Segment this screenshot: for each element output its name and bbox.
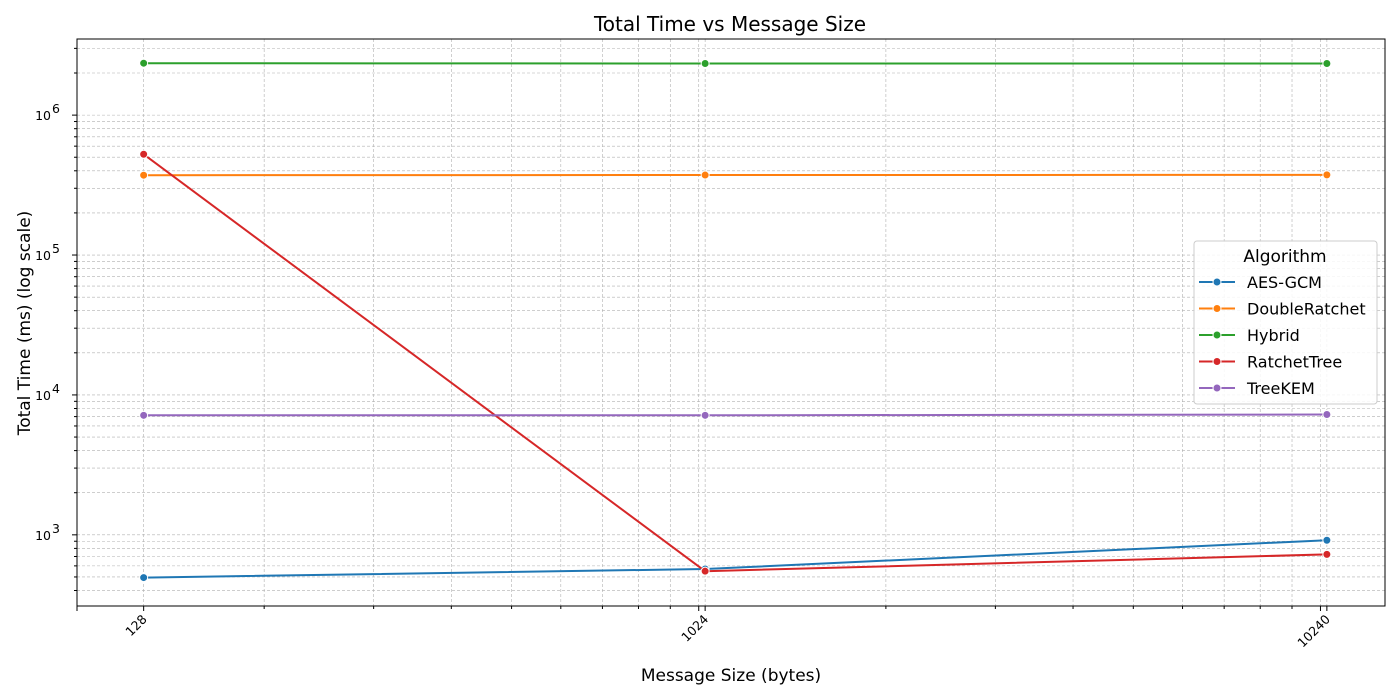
chart-title: Total Time vs Message Size [593,12,866,36]
legend-label: RatchetTree [1247,353,1342,372]
y-tick-label: 10 [35,248,51,263]
y-tick-label: 10 [35,108,51,123]
data-point-doubleratchet [1322,170,1332,180]
data-point-doubleratchet [139,170,149,180]
legend-marker [1212,304,1222,313]
y-axis-label: Total Time (ms) (log scale) [15,211,35,437]
grid [76,39,1385,606]
legend-marker [1212,330,1222,340]
x-tick-label: 10240 [1294,611,1333,650]
x-axis-ticks: 128 1024 10240 [76,606,1333,650]
legend-title: Algorithm [1243,247,1326,267]
legend-marker [1212,277,1222,287]
legend-marker [1212,357,1222,366]
data-point-treekem [1322,409,1332,419]
legend-box [1193,240,1378,405]
y-tick-label-exponent: 4 [52,381,60,396]
data-point-aes-gcm [1322,535,1332,545]
data-point-hybrid [1322,58,1332,68]
y-tick-label-exponent: 5 [52,241,60,256]
x-tick-label: 128 [122,611,150,639]
data-point-treekem [700,410,710,420]
data-point-aes-gcm [139,573,149,583]
series-line-treekem [143,413,1327,417]
y-tick-label: 10 [35,528,51,543]
data-point-ratchettree [1322,549,1332,559]
plot-frame [76,38,1386,607]
data-point-hybrid [700,58,710,68]
legend-label: DoubleRatchet [1247,300,1366,319]
y-tick-label-exponent: 3 [52,521,60,536]
x-tick-label: 1024 [678,611,711,644]
legend-label: Hybrid [1247,326,1300,345]
data-point-doubleratchet [700,170,710,180]
y-tick-label: 10 [35,388,51,403]
data-point-ratchettree [700,566,710,576]
data-point-hybrid [139,58,149,68]
data-point-treekem [139,410,149,420]
legend-label: AES-GCM [1247,273,1322,292]
plot-series [139,58,1332,583]
x-axis-label: Message Size (bytes) [641,666,821,686]
legend-items: AES-GCM DoubleRatchet Hybrid RatchetTree Tre… [1199,273,1366,398]
legend: Algorithm AES-GCM DoubleRatchet Hybrid Ratc… [1193,240,1378,405]
legend-marker [1212,383,1222,393]
data-point-ratchettree [139,149,149,159]
series-line-ratchettree [143,153,1327,573]
legend-label: TreeKEM [1246,379,1315,398]
y-tick-label-exponent: 6 [52,101,60,116]
